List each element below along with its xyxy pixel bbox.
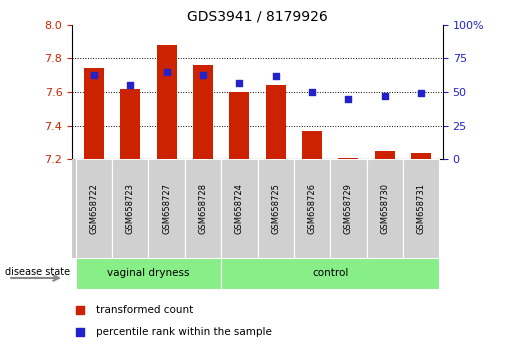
Text: GSM658729: GSM658729 bbox=[344, 183, 353, 234]
Text: GSM658728: GSM658728 bbox=[198, 183, 208, 234]
Bar bbox=[193, 65, 213, 159]
Bar bbox=[302, 131, 322, 159]
Point bbox=[199, 72, 207, 78]
Bar bbox=[84, 68, 104, 159]
Bar bbox=[258, 159, 294, 258]
Title: GDS3941 / 8179926: GDS3941 / 8179926 bbox=[187, 10, 328, 24]
Point bbox=[308, 89, 316, 95]
Text: control: control bbox=[312, 268, 348, 279]
Point bbox=[321, 213, 329, 219]
Bar bbox=[367, 159, 403, 258]
Bar bbox=[112, 159, 148, 258]
Bar bbox=[121, 88, 140, 159]
Bar bbox=[294, 159, 330, 258]
Bar bbox=[185, 159, 221, 258]
Bar bbox=[157, 45, 177, 159]
Point bbox=[163, 69, 171, 75]
Bar bbox=[411, 153, 431, 159]
Point bbox=[235, 80, 244, 85]
Text: transformed count: transformed count bbox=[96, 305, 194, 315]
Bar bbox=[221, 258, 439, 289]
Text: disease state: disease state bbox=[5, 267, 70, 277]
Bar bbox=[338, 158, 358, 159]
Text: GSM658727: GSM658727 bbox=[162, 183, 171, 234]
Point bbox=[381, 93, 389, 99]
Text: GSM658725: GSM658725 bbox=[271, 183, 280, 234]
Text: percentile rank within the sample: percentile rank within the sample bbox=[96, 327, 272, 337]
Text: GSM658722: GSM658722 bbox=[90, 183, 98, 234]
Text: GSM658731: GSM658731 bbox=[417, 183, 425, 234]
Text: GSM658724: GSM658724 bbox=[235, 183, 244, 234]
Point bbox=[344, 96, 352, 102]
Bar bbox=[148, 159, 185, 258]
Text: GSM658723: GSM658723 bbox=[126, 183, 135, 234]
Text: GSM658726: GSM658726 bbox=[307, 183, 317, 234]
Text: vaginal dryness: vaginal dryness bbox=[107, 268, 190, 279]
Bar bbox=[221, 159, 258, 258]
Bar bbox=[76, 159, 112, 258]
Bar bbox=[403, 159, 439, 258]
Bar bbox=[375, 151, 394, 159]
Bar bbox=[266, 85, 286, 159]
Point bbox=[271, 73, 280, 79]
Point bbox=[321, 16, 329, 22]
Point bbox=[126, 82, 134, 88]
Bar bbox=[330, 159, 367, 258]
Point bbox=[417, 91, 425, 96]
Bar bbox=[229, 92, 249, 159]
Bar bbox=[76, 258, 221, 289]
Text: GSM658730: GSM658730 bbox=[380, 183, 389, 234]
Point bbox=[90, 72, 98, 78]
